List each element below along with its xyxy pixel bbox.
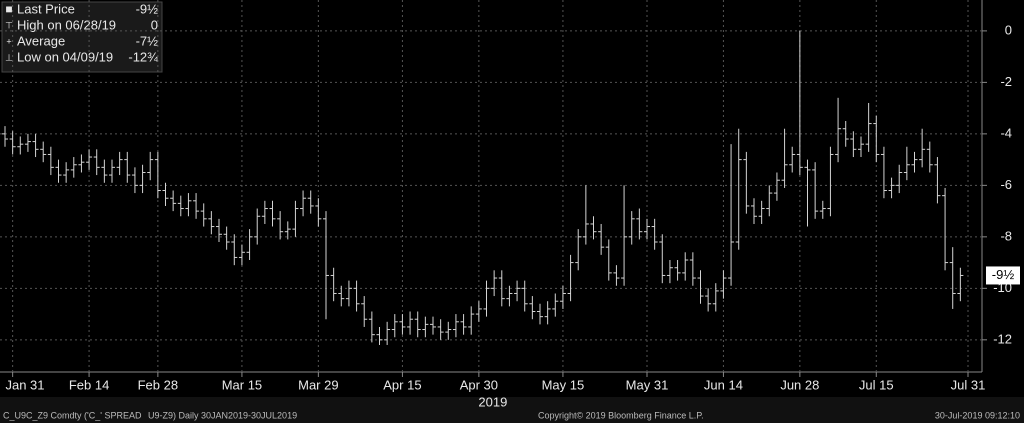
x-tick-label: Jul 15 xyxy=(859,377,894,392)
y-tick-label: -4 xyxy=(1000,125,1012,140)
legend-icon: ⊤ xyxy=(5,20,13,30)
x-tick-label: Jan 31 xyxy=(5,377,44,392)
legend-box xyxy=(1,1,163,73)
footer-band xyxy=(0,397,1024,423)
footer-text: C_U9C_Z9 Comdty ('C_' SPREAD xyxy=(3,410,142,420)
legend-icon: + xyxy=(6,36,11,46)
x-tick-label: Jun 14 xyxy=(704,377,743,392)
y-tick-label: -6 xyxy=(1000,177,1012,192)
legend-label: High on 06/28/19 xyxy=(17,17,116,32)
x-tick-label: Feb 14 xyxy=(69,377,109,392)
x-tick-label: May 31 xyxy=(626,377,669,392)
x-tick-label: Jun 28 xyxy=(780,377,819,392)
legend-value: -7½ xyxy=(136,33,159,48)
legend-value: 0 xyxy=(151,17,158,32)
x-tick-label: Mar 15 xyxy=(222,377,262,392)
y-tick-label: -8 xyxy=(1000,228,1012,243)
y-tick-label: 0 xyxy=(1005,22,1012,37)
legend-value: -9½ xyxy=(136,1,159,16)
x-tick-label: Apr 30 xyxy=(460,377,498,392)
legend-value: -12¾ xyxy=(128,49,158,64)
x-axis-label: 2019 xyxy=(478,394,507,409)
footer-text: Copyright© 2019 Bloomberg Finance L.P. xyxy=(538,410,704,420)
last-price-label: -9½ xyxy=(992,267,1015,282)
legend: ■ Last Price -9½ ⊤ High on 06/28/19 0 + Average… xyxy=(1,1,163,73)
legend-label: Low on 04/09/19 xyxy=(17,49,113,64)
legend-label: Average xyxy=(17,33,65,48)
x-tick-label: Apr 15 xyxy=(383,377,421,392)
x-tick-label: Mar 29 xyxy=(298,377,338,392)
footer-text: 30-Jul-2019 09:12:10 xyxy=(935,410,1020,420)
x-tick-label: Feb 28 xyxy=(138,377,178,392)
y-tick-label: -2 xyxy=(1000,74,1012,89)
legend-icon: ■ xyxy=(5,2,12,16)
x-tick-label: Jul 31 xyxy=(951,377,986,392)
footer-text: U9-Z9) Daily 30JAN2019-30JUL2019 xyxy=(148,410,297,420)
legend-label: Last Price xyxy=(17,1,75,16)
x-tick-label: May 15 xyxy=(542,377,585,392)
legend-icon: ⊥ xyxy=(5,52,13,62)
y-tick-label: -12 xyxy=(993,331,1012,346)
last-price-tag xyxy=(986,266,1020,285)
